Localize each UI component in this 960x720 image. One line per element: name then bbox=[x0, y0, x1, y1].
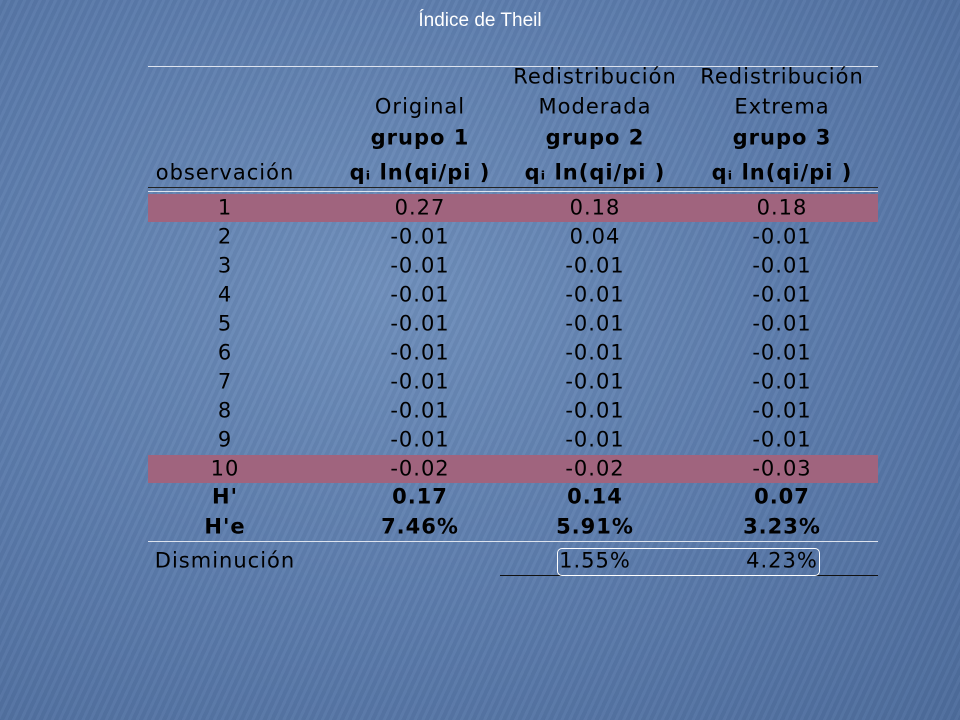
table-cell: -0.01 bbox=[565, 340, 625, 365]
table-cell: 0.27 bbox=[394, 195, 446, 220]
header-cell: Extrema bbox=[734, 94, 830, 119]
table-cell: -0.01 bbox=[565, 311, 625, 336]
table-cell: 9 bbox=[217, 427, 233, 452]
summary-cell: 0.17 bbox=[392, 484, 448, 509]
table-cell: 0.18 bbox=[756, 195, 808, 220]
table-cell: -0.01 bbox=[390, 282, 450, 307]
decrease-value: 4.23% bbox=[746, 548, 818, 573]
highlight-band bbox=[148, 194, 878, 222]
highlight-band bbox=[148, 455, 878, 483]
table-cell: -0.03 bbox=[752, 456, 812, 481]
decrease-box bbox=[557, 548, 820, 576]
header-cell: qᵢ ln(qi/pi ) bbox=[524, 160, 666, 185]
header-cell: Redistribución bbox=[700, 64, 864, 89]
table-cell: 8 bbox=[217, 398, 233, 423]
summary-cell: 7.46% bbox=[381, 514, 459, 539]
header-cell: grupo 2 bbox=[545, 125, 645, 150]
table-cell: -0.01 bbox=[390, 311, 450, 336]
table-cell: 7 bbox=[217, 369, 233, 394]
table-cell: 1 bbox=[217, 195, 233, 220]
table-cell: -0.01 bbox=[565, 398, 625, 423]
table-cell: -0.01 bbox=[390, 427, 450, 452]
table-cell: -0.01 bbox=[752, 427, 812, 452]
table-cell: -0.01 bbox=[565, 369, 625, 394]
table-cell: -0.01 bbox=[390, 253, 450, 278]
table-cell: -0.02 bbox=[565, 456, 625, 481]
table-cell: 6 bbox=[217, 340, 233, 365]
header-cell: Moderada bbox=[538, 94, 652, 119]
table-cell: 5 bbox=[217, 311, 233, 336]
table-cell: 0.04 bbox=[569, 224, 621, 249]
table-cell: -0.01 bbox=[752, 398, 812, 423]
header-cell: observación bbox=[155, 160, 295, 185]
table-cell: -0.01 bbox=[752, 253, 812, 278]
header-cell: Redistribución bbox=[513, 64, 677, 89]
summary-rule bbox=[148, 541, 878, 542]
table-cell: 0.18 bbox=[569, 195, 621, 220]
table-cell: -0.01 bbox=[565, 427, 625, 452]
table-cell: -0.01 bbox=[390, 369, 450, 394]
header-bottom-rule bbox=[148, 187, 878, 188]
header-cell: qᵢ ln(qi/pi ) bbox=[349, 160, 491, 185]
table-cell: 10 bbox=[210, 456, 240, 481]
table-cell: 2 bbox=[217, 224, 233, 249]
table-cell: -0.01 bbox=[752, 282, 812, 307]
summary-cell: 5.91% bbox=[556, 514, 634, 539]
table-cell: -0.01 bbox=[752, 224, 812, 249]
header-top-rule bbox=[148, 66, 878, 67]
header-bottom-rule bbox=[148, 191, 878, 192]
summary-cell: H'e bbox=[204, 514, 246, 539]
table-cell: 4 bbox=[217, 282, 233, 307]
header-cell: grupo 1 bbox=[370, 125, 470, 150]
header-cell: Original bbox=[374, 94, 466, 119]
table-cell: -0.01 bbox=[752, 369, 812, 394]
table-cell: -0.01 bbox=[565, 282, 625, 307]
summary-cell: 0.07 bbox=[754, 484, 810, 509]
table-cell: -0.01 bbox=[390, 340, 450, 365]
table-cell: -0.02 bbox=[390, 456, 450, 481]
decrease-label: Disminución bbox=[154, 548, 296, 573]
table-cell: -0.01 bbox=[390, 398, 450, 423]
summary-cell: H' bbox=[211, 484, 239, 509]
summary-cell: 3.23% bbox=[743, 514, 821, 539]
decrease-value: 1.55% bbox=[559, 548, 631, 573]
header-cell: grupo 3 bbox=[732, 125, 832, 150]
table-cell: -0.01 bbox=[752, 311, 812, 336]
table-cell: -0.01 bbox=[390, 224, 450, 249]
table-cell: 3 bbox=[217, 253, 233, 278]
table-cell: -0.01 bbox=[752, 340, 812, 365]
table-cell: -0.01 bbox=[565, 253, 625, 278]
summary-cell: 0.14 bbox=[567, 484, 623, 509]
header-cell: qᵢ ln(qi/pi ) bbox=[711, 160, 853, 185]
slide-title: Índice de Theil bbox=[418, 10, 542, 31]
